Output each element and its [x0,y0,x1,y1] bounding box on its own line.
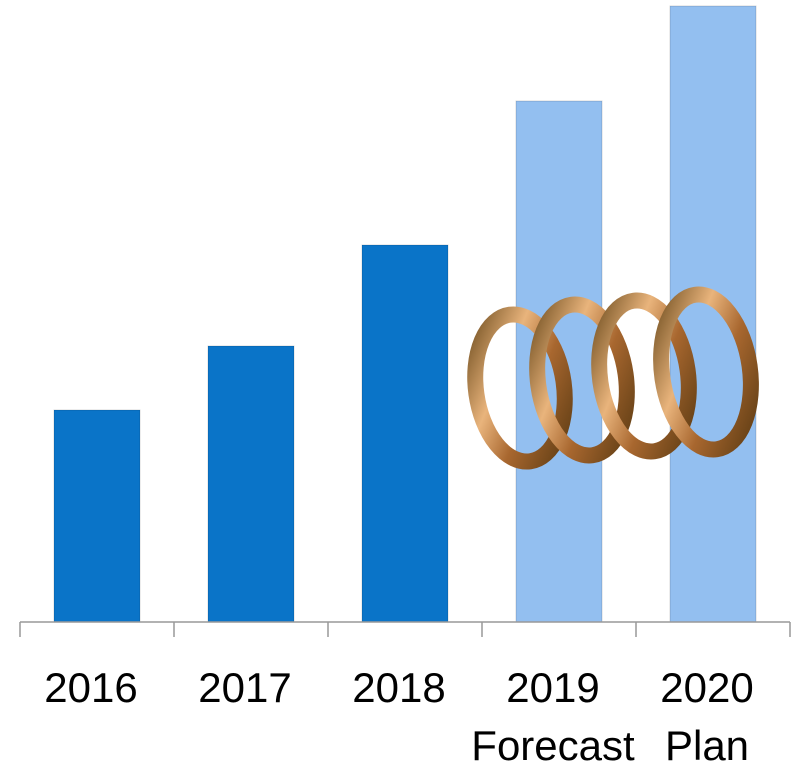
x-tick-label: 2019 [506,664,599,711]
x-tick-label: 2016 [44,664,137,711]
bar [361,244,449,623]
x-tick-label: Forecast [471,722,635,769]
coil-illustration [467,286,759,470]
x-tick-label: Plan [665,722,749,769]
bar [207,345,295,623]
bar [669,5,757,623]
x-tick-label: 2017 [198,664,291,711]
x-tick-label: 2020 [660,664,753,711]
x-tick-label: 2018 [352,664,445,711]
bar [53,409,141,623]
